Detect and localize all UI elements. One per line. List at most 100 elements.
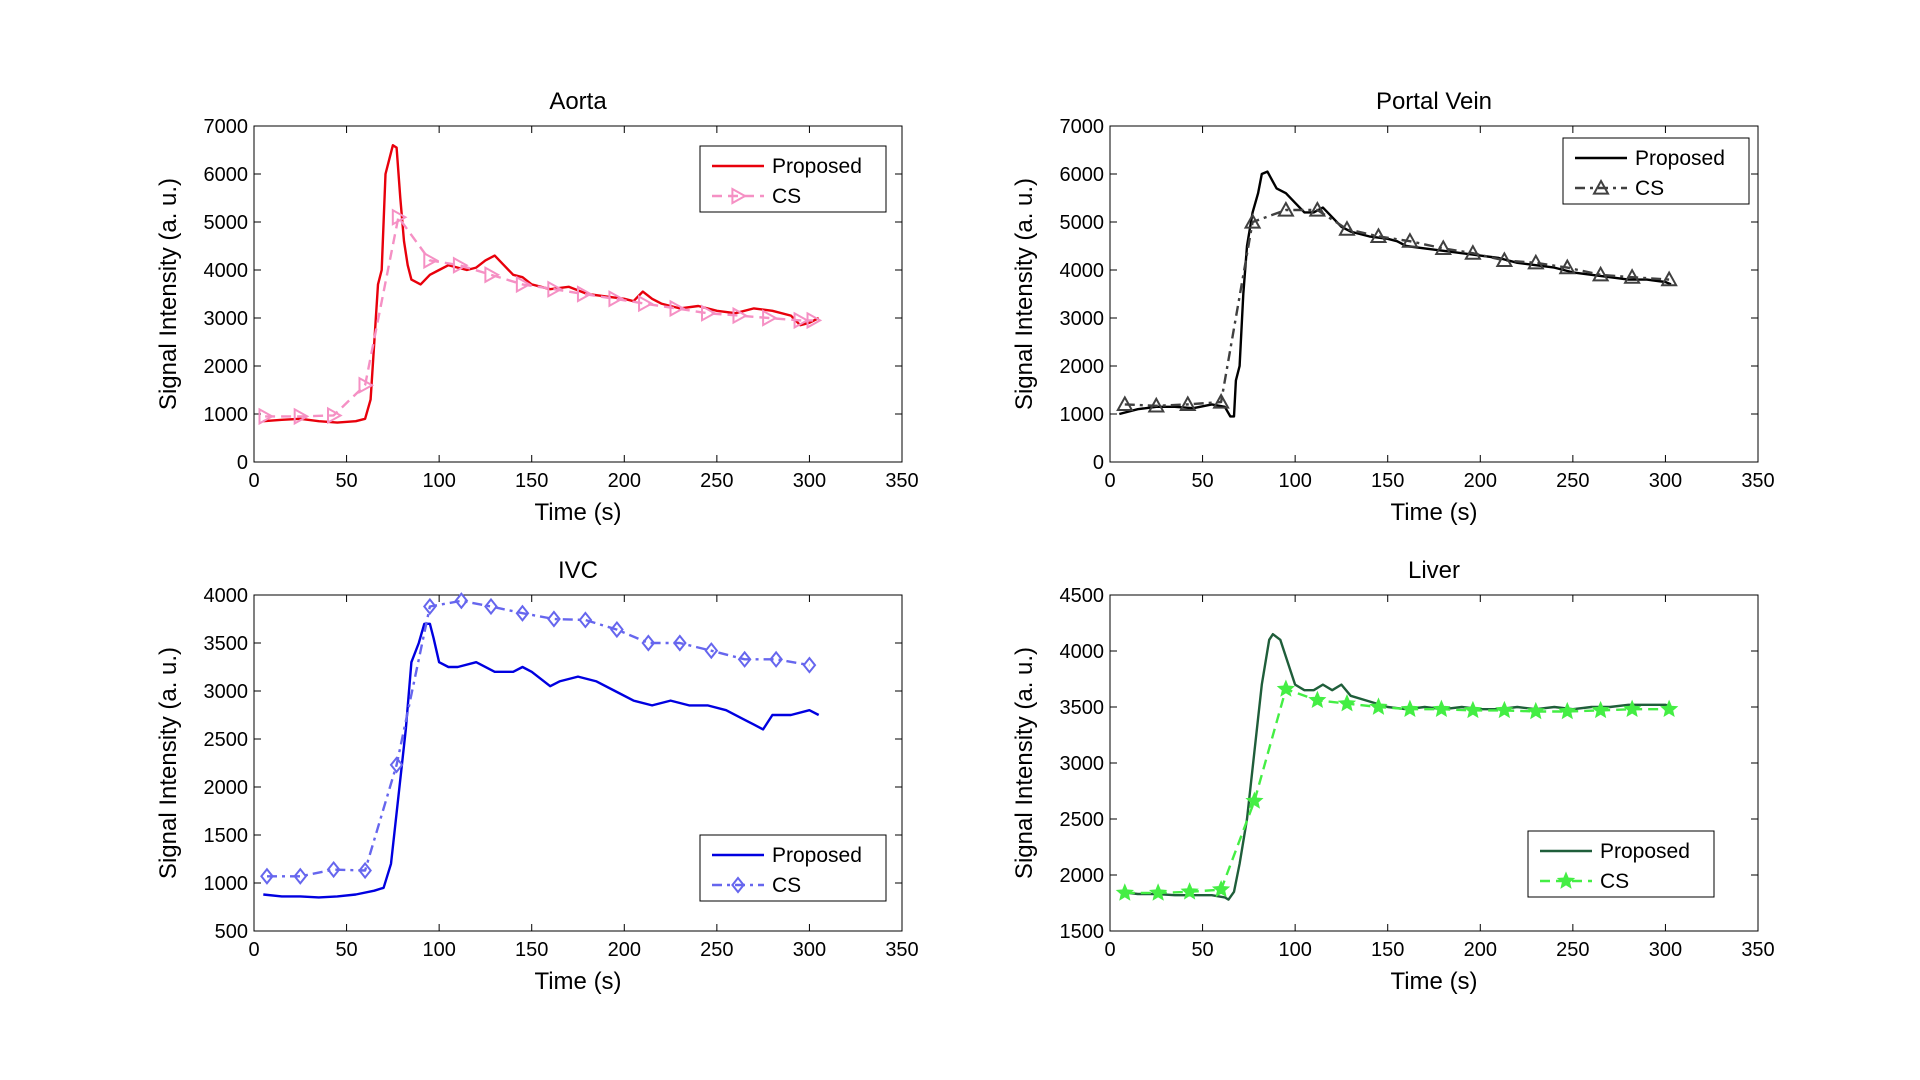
y-tick-label: 3000 [1060,753,1105,775]
series-line-cs [1124,208,1670,407]
x-axis-label: Time (s) [534,499,621,526]
data-point [1115,883,1135,901]
x-tick-label: 250 [1556,470,1589,492]
y-tick-label: 5000 [204,212,249,234]
x-tick-label: 150 [515,470,548,492]
data-point [293,407,310,426]
series-proposed [263,143,820,424]
data-point [762,309,778,327]
y-tick-label: 2000 [204,777,249,799]
legend: Proposed CS [699,834,887,902]
y-tick-label: 3000 [204,308,249,330]
x-tick-label: 300 [1649,470,1682,492]
legend-marker [1592,178,1610,195]
y-tick-label: 7000 [204,116,249,138]
data-point [576,285,593,303]
data-point [638,294,654,313]
data-point [327,406,343,425]
data-point [1212,392,1230,409]
data-point [672,634,687,652]
data-point [1245,791,1264,809]
data-point [1276,679,1295,697]
legend: Proposed CS [699,145,887,213]
y-axis-label: Signal Intensity (a. u.) [155,178,182,410]
data-point [608,290,625,308]
data-point [578,611,593,629]
data-point [609,620,624,639]
y-tick-label: 3000 [204,681,249,703]
x-tick-label: 350 [885,939,918,961]
chart-title: IVC [558,557,598,584]
legend-box [1527,830,1715,898]
data-point [793,311,810,330]
data-point [802,656,817,674]
x-tick-label: 100 [422,470,455,492]
data-point [737,650,752,668]
series-line-proposed [263,143,820,424]
x-axis-label: Time (s) [1390,968,1477,995]
y-tick-label: 2500 [204,729,249,751]
x-tick-label: 300 [793,470,826,492]
x-tick-label: 150 [1371,470,1404,492]
y-tick-label: 4000 [204,260,249,282]
x-tick-label: 100 [1278,470,1311,492]
data-point [1660,270,1678,287]
data-point [1277,200,1295,217]
y-tick-label: 2500 [1060,809,1105,831]
data-point [1527,253,1545,270]
data-point [326,860,341,879]
data-point [293,867,308,885]
y-tick-label: 4000 [204,585,249,607]
legend-marker [1556,871,1576,889]
y-tick-label: 500 [215,921,248,943]
data-point [1434,239,1452,255]
data-point [1558,701,1577,720]
series-cs [1115,679,1679,901]
y-tick-label: 3500 [204,633,249,655]
legend-label: Proposed [1635,147,1725,170]
series-proposed [1119,633,1672,901]
data-point [1463,700,1482,719]
y-tick-label: 4000 [1060,260,1105,282]
x-axis-label: Time (s) [1390,499,1477,526]
x-tick-label: 50 [1191,939,1213,961]
data-point [358,376,375,394]
data-point [258,407,275,426]
y-tick-label: 3500 [1060,697,1105,719]
y-tick-label: 6000 [1060,164,1105,186]
y-tick-label: 5000 [1060,212,1105,234]
x-tick-label: 50 [335,939,357,961]
legend-label: CS [772,874,801,897]
data-point [1591,700,1610,719]
y-tick-label: 4000 [1060,641,1105,663]
y-tick-label: 2000 [1060,356,1105,378]
data-point [1526,701,1545,720]
liver-panel: Liver 0 50 100 150 200 250 300 350 1500 2000 2500 30… [1011,557,1775,995]
y-tick-label: 7000 [1060,116,1105,138]
x-tick-label: 50 [1191,470,1213,492]
y-tick-label: 1500 [1060,921,1105,943]
x-tick-label: 0 [248,470,259,492]
y-tick-label: 1000 [204,404,249,426]
y-tick-label: 1500 [204,825,249,847]
data-point [1622,699,1642,717]
data-point [704,642,719,660]
legend-marker [731,876,745,894]
y-axis-label: Signal Intensity (a. u.) [1011,647,1038,879]
data-point [1558,258,1576,275]
data-point [358,861,372,880]
x-tick-label: 200 [608,939,641,961]
x-axis-label: Time (s) [534,968,621,995]
data-point [1495,700,1514,719]
data-point [1338,220,1356,236]
x-tick-label: 50 [335,470,357,492]
y-axis-label: Signal Intensity (a. u.) [155,647,182,879]
data-point [1149,883,1168,901]
data-point [1180,882,1199,900]
data-point [260,867,274,885]
ivc-panel: IVC 0 50 100 150 200 250 300 350 500 1000 1500 2000 2… [155,557,919,995]
legend: Proposed CS [1527,830,1715,898]
data-point [391,208,408,226]
x-tick-label: 0 [1104,470,1115,492]
